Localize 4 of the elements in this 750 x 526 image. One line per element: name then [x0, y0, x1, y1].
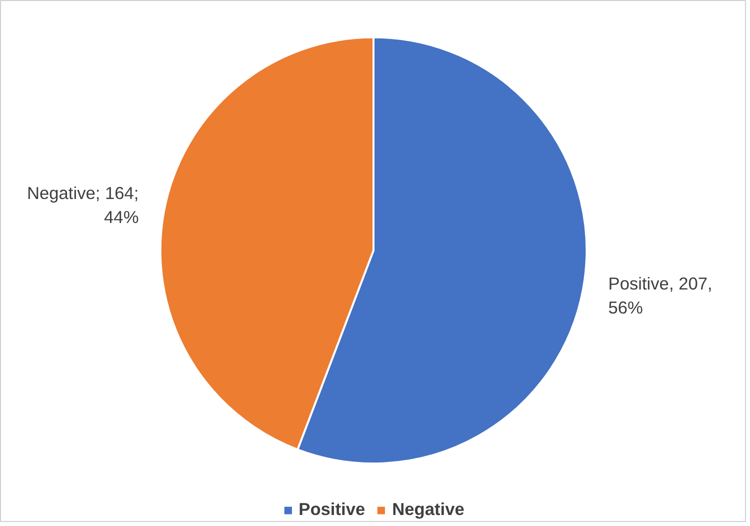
legend-label: Positive: [298, 499, 366, 520]
data-label: Negative; 164; 44%: [26, 183, 139, 228]
legend-label: Negative: [392, 499, 464, 520]
data-label: Positive, 207, 56%: [608, 274, 712, 318]
